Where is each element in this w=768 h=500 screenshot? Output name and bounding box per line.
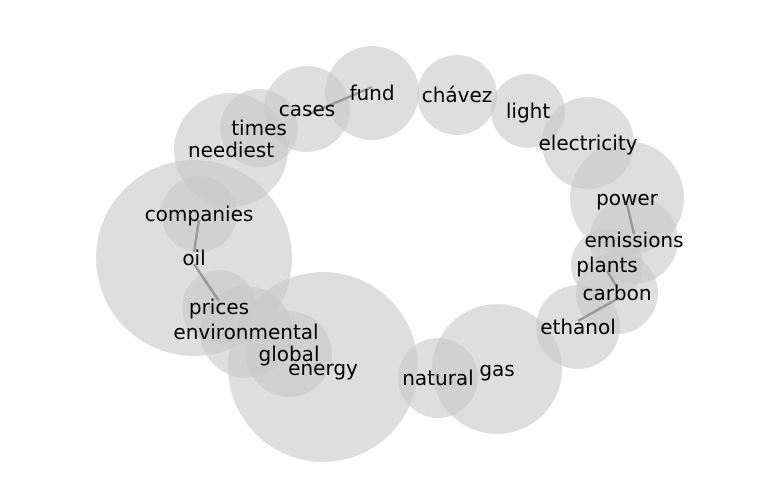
bubble-prices (182, 270, 256, 344)
word-label-oil: oil (182, 246, 205, 270)
word-label-power: power (596, 186, 659, 210)
link-power-emissions (625, 203, 636, 235)
word-label-cases: cases (279, 97, 335, 121)
bubble-global (246, 311, 332, 397)
bubble-times (220, 89, 298, 167)
bubble-light (491, 74, 565, 148)
word-label-light: light (506, 99, 550, 123)
word-label-carbon: carbon (582, 281, 651, 305)
word-label-neediest: neediest (188, 138, 274, 162)
word-label-plants: plants (576, 253, 637, 277)
link-carbon-ethanol (577, 297, 618, 323)
link-layer (192, 85, 636, 323)
bubble-natural (398, 338, 478, 418)
bubble-electricity (542, 97, 634, 189)
word-label-ethanol: ethanol (540, 315, 616, 339)
word-label-fund: fund (349, 81, 394, 105)
word-label-companies: companies (145, 202, 254, 226)
word-label-gas: gas (479, 357, 514, 381)
word-label-times: times (231, 116, 287, 140)
word-label-global: global (259, 342, 320, 366)
word-label-chavez: chávez (422, 83, 493, 107)
link-companies-oil (192, 219, 201, 253)
word-label-electricity: electricity (538, 131, 637, 155)
word-label-emissions: emissions (584, 228, 683, 252)
bubble-layer (96, 46, 684, 462)
link-cases-fund (306, 85, 373, 117)
word-label-energy: energy (288, 356, 358, 380)
bubble-companies (161, 176, 237, 252)
link-plants-carbon (605, 270, 619, 288)
link-oil-prices (192, 263, 221, 302)
word-label-environmental: environmental (173, 320, 318, 344)
word-label-prices: prices (189, 295, 249, 319)
bubble-chavez (417, 55, 497, 135)
word-label-natural: natural (402, 366, 473, 390)
bubble-plants (571, 229, 643, 301)
